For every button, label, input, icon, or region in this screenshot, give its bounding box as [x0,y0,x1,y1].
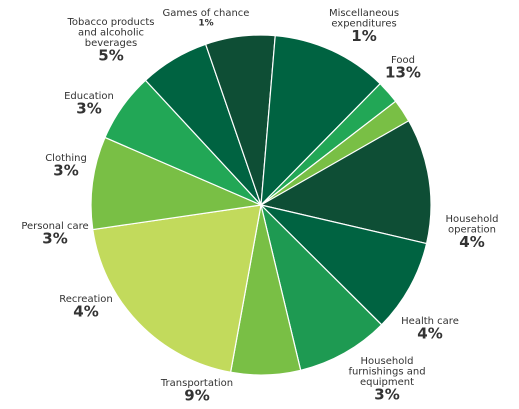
slice-value-label: 4% [73,303,98,321]
pie-slice [259,203,428,326]
slice-value-label: 4% [459,233,484,251]
slice-label-text: Transportation [160,378,233,389]
slice-label-text: Education [64,91,114,102]
slice-label-text: expenditures [331,19,396,30]
slice-label-text: furnishings and [348,367,425,378]
slice-value-label: 1% [198,19,213,29]
pie-slice [260,34,381,207]
slice-value-label: 3% [374,386,399,404]
slice-value-label: 1% [351,27,376,45]
slice-label-text: Household [446,214,499,225]
slice-label-text: Health care [401,316,459,327]
slice-label-text: operation [448,225,496,236]
slice-label-text: Household [361,356,414,367]
slice-value-label: 9% [184,387,209,405]
pie-slices [90,34,432,376]
slice-value-label: 3% [42,230,67,248]
slice-label-text: beverages [85,38,138,49]
pie-slice [260,100,410,206]
slice-value-label: 13% [385,64,421,82]
slice-value-label: 4% [417,325,442,343]
slice-label-text: and alcoholic [78,28,144,39]
slice-label-text: Personal care [21,221,88,232]
slice-label-text: Recreation [59,294,112,305]
slice-label-text: Games of chance [163,8,250,19]
pie-slice [90,136,264,231]
slice-label-text: Clothing [45,153,87,164]
slice-value-label: 3% [53,162,78,180]
slice-label-text: equipment [360,377,414,388]
slice-value-label: 5% [98,47,123,65]
slice-label-text: Tobacco products [67,17,155,28]
slice-label-text: Miscellaneous [329,8,399,19]
slice-value-label: 3% [76,100,101,118]
pie-slice [92,204,262,373]
slice-label-text: Food [391,55,415,66]
